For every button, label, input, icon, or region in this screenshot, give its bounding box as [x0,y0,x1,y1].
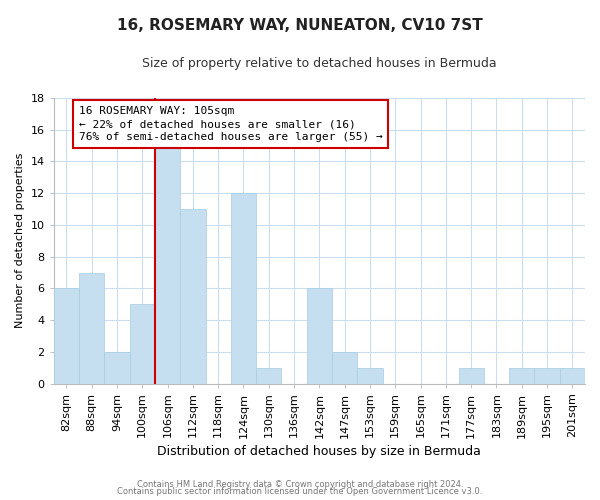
Text: Contains HM Land Registry data © Crown copyright and database right 2024.: Contains HM Land Registry data © Crown c… [137,480,463,489]
Y-axis label: Number of detached properties: Number of detached properties [15,153,25,328]
Bar [155,146,180,384]
Bar [509,368,535,384]
Bar [458,368,484,384]
Bar [256,368,281,384]
X-axis label: Distribution of detached houses by size in Bermuda: Distribution of detached houses by size … [157,444,481,458]
Bar [332,352,358,384]
Bar [535,368,560,384]
Bar [307,288,332,384]
Bar [104,352,130,384]
Bar [180,209,206,384]
Text: Contains public sector information licensed under the Open Government Licence v3: Contains public sector information licen… [118,488,482,496]
Text: 16, ROSEMARY WAY, NUNEATON, CV10 7ST: 16, ROSEMARY WAY, NUNEATON, CV10 7ST [117,18,483,32]
Bar [231,193,256,384]
Bar [358,368,383,384]
Bar [560,368,585,384]
Title: Size of property relative to detached houses in Bermuda: Size of property relative to detached ho… [142,58,497,70]
Bar [79,272,104,384]
Bar [54,288,79,384]
Text: 16 ROSEMARY WAY: 105sqm
← 22% of detached houses are smaller (16)
76% of semi-de: 16 ROSEMARY WAY: 105sqm ← 22% of detache… [79,106,383,142]
Bar [130,304,155,384]
